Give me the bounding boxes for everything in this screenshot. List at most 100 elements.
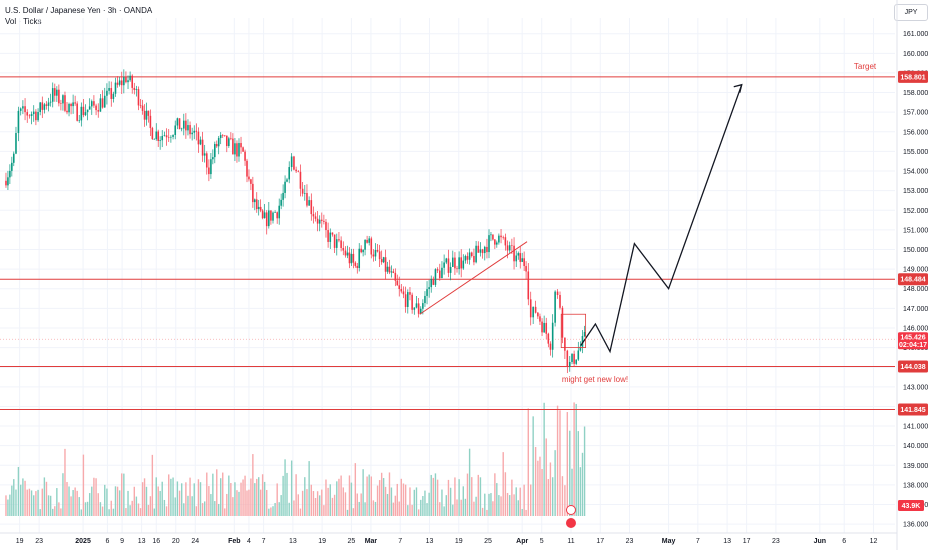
candle-body <box>331 232 334 235</box>
volume-bar <box>376 485 379 516</box>
volume-bar <box>35 491 37 516</box>
volume-bar <box>197 479 200 516</box>
volume-bar <box>571 468 573 516</box>
volume-bar <box>422 496 424 516</box>
volume-bar <box>127 490 129 516</box>
volume-bar <box>541 469 543 516</box>
candle-body <box>502 237 505 238</box>
candle-body <box>488 235 490 253</box>
candle-body <box>396 280 399 286</box>
volume-bar <box>471 477 473 516</box>
candle-body <box>329 232 332 242</box>
candle-body <box>549 343 552 350</box>
volume-bar <box>352 508 355 516</box>
candle-body <box>432 279 435 285</box>
candle-body <box>573 353 575 364</box>
volume-bar <box>112 508 115 516</box>
flag-icon <box>565 518 576 528</box>
volume-bar <box>163 499 166 516</box>
volume-bar <box>214 501 216 516</box>
volume-bar <box>37 489 39 516</box>
candle-body <box>318 219 321 224</box>
candle-body <box>424 295 426 304</box>
candle-body <box>167 137 170 138</box>
candle-body <box>392 271 395 273</box>
candle-body <box>74 102 76 104</box>
candle-body <box>84 112 87 116</box>
volume-bar <box>559 410 561 516</box>
horizontal-levels[interactable] <box>0 76 895 410</box>
x-tick-label: 5 <box>540 538 544 545</box>
volume-bar <box>331 497 334 516</box>
volume-bar <box>131 500 133 516</box>
y-tick-label: 143.000 <box>903 384 928 391</box>
volume-bar <box>174 497 176 516</box>
candle-body <box>22 106 24 109</box>
candle-body <box>316 218 319 224</box>
volume-bar <box>230 483 232 516</box>
candle-body <box>415 303 418 308</box>
volume-bar <box>441 489 443 516</box>
volume-bars <box>5 402 586 516</box>
volume-bar <box>547 479 550 516</box>
candle-body <box>135 89 138 90</box>
volume-bar <box>396 483 398 516</box>
volume-bar <box>282 475 284 516</box>
candle-body <box>225 135 228 147</box>
volume-bar <box>129 505 131 516</box>
candle-body <box>24 106 26 113</box>
volume-bar <box>56 488 58 516</box>
candle-body <box>265 212 268 227</box>
candle-body <box>210 159 212 175</box>
volume-bar <box>108 509 110 516</box>
candle-body <box>286 179 288 182</box>
volume-bar <box>434 473 437 516</box>
candle-body <box>108 88 110 91</box>
candle-body <box>232 138 234 155</box>
candle-body <box>456 268 458 270</box>
candle-body <box>282 192 284 200</box>
drawing-layer[interactable]: Target might get new low! <box>419 62 877 528</box>
candle-body <box>114 82 117 94</box>
volume-bar <box>99 502 102 516</box>
currency-button[interactable]: JPY <box>894 4 928 21</box>
candle-body <box>143 110 146 120</box>
volume-indicator-label[interactable]: Vol · Ticks <box>5 17 42 26</box>
candle-body <box>195 130 198 132</box>
x-tick-label: 25 <box>484 538 492 545</box>
y-tick-label: 157.000 <box>903 110 928 117</box>
candle-body <box>255 199 258 210</box>
candle-body <box>208 167 210 175</box>
volume-bar <box>581 452 584 516</box>
candle-body <box>490 234 492 236</box>
candle-body <box>250 179 252 184</box>
volume-bar <box>9 494 11 516</box>
time-axis[interactable]: 19 23 2025 6 9 13 16 20 24 Feb 4 7 13 19 25 Mar 7 13 19 25 A… <box>0 532 897 545</box>
y-tick-label: 150.000 <box>903 247 928 254</box>
candle-body <box>90 101 93 107</box>
volume-bar <box>219 478 222 516</box>
candle-body <box>411 294 413 310</box>
volume-bar <box>86 501 89 516</box>
candle-body <box>118 80 121 85</box>
candle-body <box>155 131 158 140</box>
volume-bar <box>189 477 191 516</box>
candle-body <box>180 128 183 130</box>
candle-body <box>539 316 541 322</box>
volume-bar <box>564 485 566 516</box>
candle-body <box>238 143 240 157</box>
volume-bar <box>310 484 313 516</box>
candle-body <box>244 151 246 161</box>
level-badge <box>898 70 928 83</box>
volume-bar <box>226 493 228 516</box>
candle-body <box>356 265 359 269</box>
volume-bar <box>500 496 502 516</box>
volume-bar <box>299 508 302 516</box>
volume-bar <box>554 450 556 516</box>
candle-body <box>325 221 327 231</box>
symbol-title[interactable]: U.S. Dollar / Japanese Yen · 3h · OANDA <box>5 6 153 15</box>
volume-bar <box>41 488 43 516</box>
candle-body <box>95 105 97 111</box>
new-low-annotation: might get new low! <box>562 375 628 384</box>
